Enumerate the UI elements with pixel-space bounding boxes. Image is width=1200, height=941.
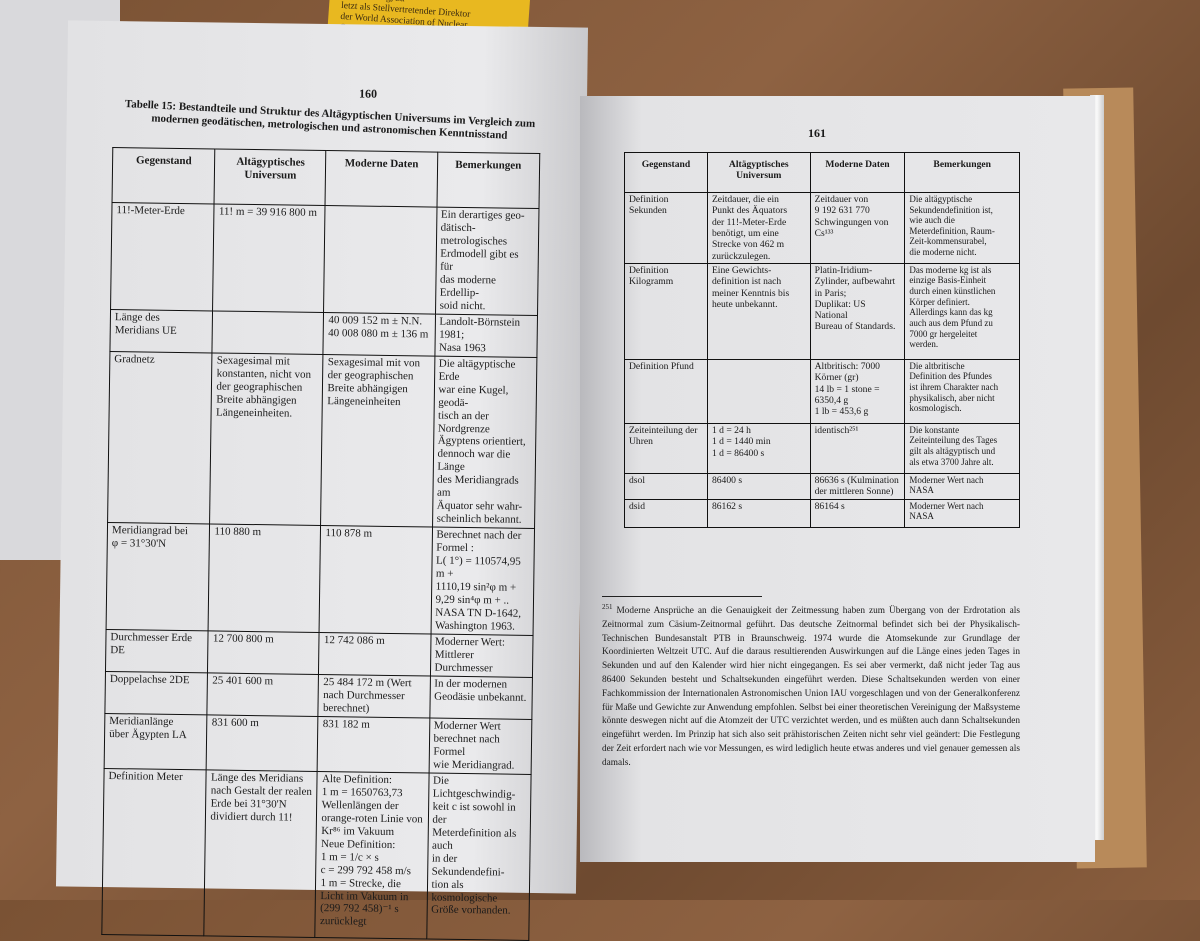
comparison-table-continued: Gegenstand Altägyptisches Universum Modern… bbox=[624, 152, 1020, 528]
table-row: Länge des Meridians UE 40 009 152 m ± N.N… bbox=[109, 309, 538, 358]
column-header: Bemerkungen bbox=[904, 152, 1020, 193]
right-page: 161 Gegenstand Altägyptisches Universum Mo… bbox=[580, 96, 1095, 862]
table-row: dsid 86162 s 86164 s Moderner Wert nach NAS… bbox=[624, 498, 1020, 528]
table-row: Durchmesser Erde DE 12 700 800 m 12 742 08… bbox=[105, 629, 534, 678]
table-cell: Durchmesser Erde DE bbox=[105, 629, 209, 673]
column-header: Gegenstand bbox=[624, 152, 708, 193]
table-cell: Sexagesimal mit konstanten, nicht von de… bbox=[210, 352, 324, 526]
table-cell: Zeiteinteilung der Uhren bbox=[624, 422, 708, 474]
table-cell: Moderner Wert nach NASA bbox=[904, 472, 1020, 500]
footnote-number: 251 bbox=[602, 603, 613, 611]
table-cell: Definition Sekunden bbox=[624, 192, 708, 264]
table-cell: 25 484 172 m (Wert nach Durchmesser bere… bbox=[318, 674, 430, 718]
table-cell: Die Lichtgeschwindig- keit c ist sowohl … bbox=[426, 772, 532, 941]
table-cell: Zeitdauer, die ein Punkt des Äquators de… bbox=[706, 192, 811, 264]
table-cell bbox=[212, 310, 325, 355]
table-cell: Meridianlänge über Ägypten LA bbox=[104, 713, 208, 770]
table-cell: Definition Meter bbox=[101, 768, 207, 936]
table-cell: Alte Definition: 1 m = 1650763,73 Wellen… bbox=[315, 771, 429, 939]
table-cell: Die altägyptische Sekundendefinition ist… bbox=[904, 192, 1020, 264]
table-cell: Länge des Meridians nach Gestalt der rea… bbox=[204, 769, 318, 938]
table-cell: 110 878 m bbox=[319, 525, 433, 635]
table-cell: Die konstante Zeiteinteilung des Tages g… bbox=[904, 422, 1020, 474]
column-header: Gegenstand bbox=[112, 147, 216, 204]
table-cell: 110 880 m bbox=[208, 524, 322, 633]
table-cell: identisch²⁵¹ bbox=[809, 422, 906, 474]
table-cell: Definition Pfund bbox=[624, 358, 708, 424]
table-cell: 831 182 m bbox=[317, 716, 430, 773]
table-cell: dsol bbox=[624, 472, 708, 500]
table-row: Definition Sekunden Zeitdauer, die ein Pu… bbox=[624, 192, 1020, 264]
footnote-rule bbox=[602, 596, 762, 597]
table-cell: Zeitdauer von 9 192 631 770 Schwingungen… bbox=[809, 192, 906, 264]
table-row: dsol 86400 s 86636 s (Kulmination der mitt… bbox=[624, 472, 1020, 500]
table-cell: Eine Gewichts- definition ist nach meine… bbox=[706, 262, 811, 360]
table-cell bbox=[706, 358, 811, 424]
table-cell: 11! m = 39 916 800 m bbox=[213, 203, 326, 313]
table-row: Definition Pfund Altbritisch: 7000 Körner… bbox=[624, 358, 1020, 424]
table-cell: Berechnet nach der Formel : L( 1°) = 110… bbox=[430, 527, 535, 636]
column-header: Altägyptisches Universum bbox=[706, 152, 811, 193]
column-header: Altägyptisches Universum bbox=[214, 148, 327, 206]
table-cell: 25 401 600 m bbox=[207, 672, 319, 717]
table-cell: 86162 s bbox=[706, 498, 811, 528]
table-cell: Die altägyptische Erde war eine Kugel, g… bbox=[432, 355, 537, 529]
table-row: Zeiteinteilung der Uhren 1 d = 24 h 1 d =… bbox=[624, 422, 1020, 474]
table-cell: Platin-Iridium- Zylinder, aufbewahrt in … bbox=[809, 262, 906, 360]
table-cell: 1 d = 24 h 1 d = 1440 min 1 d = 86400 s bbox=[706, 422, 811, 474]
header-row: Gegenstand Altägyptisches Universum Modern… bbox=[112, 147, 540, 209]
table-cell: Länge des Meridians UE bbox=[109, 309, 214, 353]
table-cell: Das moderne kg ist als einzige Basis-Ein… bbox=[904, 262, 1020, 360]
table-cell: Moderner Wert nach NASA bbox=[904, 498, 1020, 528]
table-row: Definition Meter Länge des Meridians nach… bbox=[101, 768, 532, 941]
table-cell: 86400 s bbox=[706, 472, 811, 500]
footnote-text: Moderne Ansprüche an die Genauigkeit der… bbox=[602, 606, 1020, 768]
table-cell: 12 742 086 m bbox=[318, 632, 431, 676]
left-page: 160 Tabelle 15: Bestandteile und Struktu… bbox=[55, 20, 589, 941]
table-cell: In der modernen Geodäsie unbekannt. bbox=[429, 675, 533, 720]
table-cell: 40 009 152 m ± N.N. 40 008 080 m ± 136 m bbox=[323, 312, 436, 356]
table-cell: Definition Kilogramm bbox=[624, 262, 708, 360]
table-row: Meridiangrad bei φ = 31°30'N 110 880 m 110… bbox=[106, 522, 535, 636]
header-row: Gegenstand Altägyptisches Universum Modern… bbox=[624, 152, 1020, 193]
column-header: Moderne Daten bbox=[809, 152, 906, 193]
table-cell: 86636 s (Kulmination der mittleren Sonne… bbox=[809, 472, 906, 500]
table-cell: Altbritisch: 7000 Körner (gr) 14 lb = 1 … bbox=[809, 358, 906, 424]
table-cell: 12 700 800 m bbox=[207, 630, 320, 675]
table-cell: Moderner Wert berechnet nach Formel wie … bbox=[428, 717, 532, 775]
table-cell: Meridiangrad bei φ = 31°30'N bbox=[106, 522, 211, 631]
table-cell: Die altbritische Definition des Pfundes … bbox=[904, 358, 1020, 424]
table-cell: Gradnetz bbox=[107, 351, 213, 525]
table-cell: 831 600 m bbox=[206, 714, 319, 772]
table-cell: Sexagesimal mit von der geographischen B… bbox=[321, 354, 435, 528]
table-row: 11!-Meter-Erde 11! m = 39 916 800 m Ein de… bbox=[110, 202, 539, 316]
table-cell: Doppelachse 2DE bbox=[104, 671, 208, 715]
table-row: Meridianlänge über Ägypten LA 831 600 m 83… bbox=[104, 713, 532, 775]
page-number: 161 bbox=[808, 126, 826, 140]
comparison-table: Gegenstand Altägyptisches Universum Modern… bbox=[101, 147, 540, 941]
column-header: Moderne Daten bbox=[325, 150, 438, 208]
table-cell: Moderner Wert: Mittlerer Durchmesser bbox=[429, 634, 534, 678]
table-row: Doppelachse 2DE 25 401 600 m 25 484 172 m … bbox=[104, 671, 533, 720]
table-cell: dsid bbox=[624, 498, 708, 528]
table-cell bbox=[324, 205, 437, 314]
page-number: 160 bbox=[358, 86, 378, 101]
table-cell: 11!-Meter-Erde bbox=[110, 202, 215, 311]
table-row: Definition Kilogramm Eine Gewichts- defin… bbox=[624, 262, 1020, 360]
column-header: Bemerkungen bbox=[436, 152, 540, 209]
table-row: Gradnetz Sexagesimal mit konstanten, nich… bbox=[107, 351, 537, 529]
table-cell: Landolt-Börnstein 1981; Nasa 1963 bbox=[434, 313, 538, 358]
footnote: 251 Moderne Ansprüche an die Genauigkeit… bbox=[602, 601, 1020, 771]
table-cell: 86164 s bbox=[809, 498, 906, 528]
table-caption: Tabelle 15: Bestandteile und Struktur de… bbox=[124, 98, 536, 142]
table-cell: Ein derartiges geo- dätisch-metrologisch… bbox=[435, 207, 539, 316]
